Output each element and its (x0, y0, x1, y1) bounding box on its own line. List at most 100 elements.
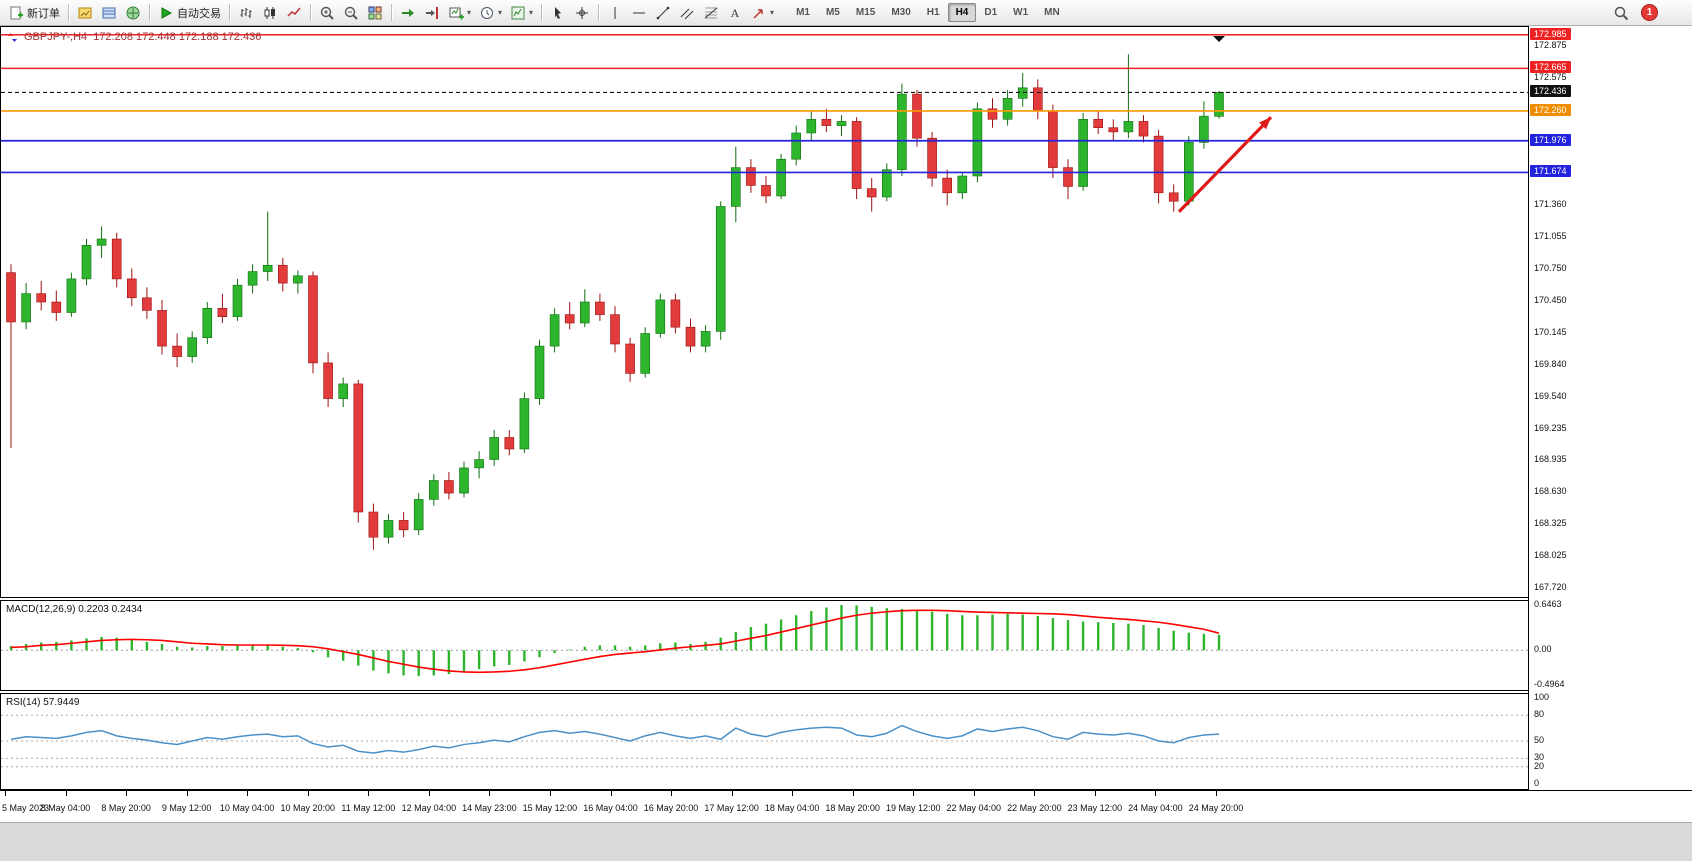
bar-chart-button[interactable] (234, 2, 258, 24)
timeframe-mn[interactable]: MN (1044, 7, 1060, 18)
time-label: 12 May 04:00 (401, 803, 457, 813)
market-watch-button[interactable] (73, 2, 97, 24)
fibonacci-button[interactable] (699, 2, 723, 24)
price-label: 168.025 (1534, 549, 1567, 560)
timeframe-m1[interactable]: M1 (796, 7, 810, 18)
vertical-line-button[interactable] (603, 2, 627, 24)
toolbar-separator (68, 4, 69, 21)
crosshair-button[interactable] (570, 2, 594, 24)
macd-canvas[interactable] (1, 601, 1528, 690)
auto-scroll-button[interactable] (396, 2, 420, 24)
candle (66, 278, 77, 313)
candle (1002, 98, 1013, 120)
price-badge: 172.665 (1530, 61, 1571, 74)
candle (262, 264, 273, 272)
notification-badge[interactable]: 1 (1641, 4, 1658, 21)
timeframe-w1[interactable]: W1 (1013, 7, 1029, 18)
toolbar-separator (391, 4, 392, 21)
trend-icon (656, 6, 670, 19)
time-label: 22 May 20:00 (1007, 803, 1062, 813)
time-tick (368, 791, 370, 796)
indicators-button[interactable]: ▾ (506, 2, 537, 24)
autotrading-button[interactable]: 自动交易 (154, 2, 225, 24)
candle (549, 314, 560, 347)
candle (1017, 87, 1028, 99)
price-axis-border (1528, 26, 1529, 790)
time-label: 9 May 12:00 (161, 803, 212, 813)
time-label: 10 May 20:00 (280, 803, 336, 813)
zoom-out-button[interactable] (339, 2, 363, 24)
new-order-button[interactable]: 新订单 (4, 2, 64, 24)
symbol-icon (8, 32, 17, 42)
trendline-button[interactable] (651, 2, 675, 24)
timeframe-h1[interactable]: H1 (926, 7, 940, 18)
time-axis[interactable]: 5 May 2023 8 May 04:00 8 May 20:00 9 May 12… (0, 790, 1692, 822)
candle (1168, 192, 1179, 202)
candle (383, 520, 394, 538)
rsi-canvas[interactable] (1, 694, 1528, 789)
timeframe-h4[interactable]: H4 (947, 3, 977, 22)
main-chart-panel[interactable]: GBPJPY-,H4 172.208 172.448 172.188 172.4… (0, 26, 1529, 598)
rsi-panel[interactable]: RSI(14) 57.9449 (0, 693, 1529, 790)
time-tick (186, 791, 188, 796)
price-label: 170.450 (1534, 294, 1567, 305)
candle (1078, 119, 1088, 187)
timeframe-m5[interactable]: M5 (825, 7, 840, 18)
cursor-button[interactable] (546, 2, 570, 24)
candle (836, 121, 847, 126)
trend-arrow[interactable] (1177, 116, 1273, 213)
chart-shift-button[interactable] (420, 2, 444, 24)
time-label: 15 May 12:00 (522, 803, 578, 813)
price-label: 169.235 (1534, 422, 1567, 433)
time-tick (1216, 791, 1217, 796)
equidistant-channel-button[interactable] (675, 2, 699, 24)
zoom-in-button[interactable] (315, 2, 339, 24)
text-button[interactable]: A (723, 2, 747, 24)
status-strip (0, 822, 1692, 861)
chart-title: GBPJPY-,H4 172.208 172.448 172.188 172.4… (7, 31, 261, 43)
toolbar: 新订单 自动交易 ▾ ▾ ▾ A ▾ M1 M5 M15 M30 H1 H4 D1 W1 MN 1 (0, 0, 1692, 26)
candle (1063, 167, 1073, 187)
candle (96, 238, 107, 246)
candle (897, 93, 907, 170)
profiles-button[interactable]: ▾ (475, 2, 506, 24)
arrows-button[interactable]: ▾ (747, 2, 778, 24)
price-label: 171.360 (1534, 199, 1567, 210)
time-tick (973, 791, 975, 796)
indicators-icon (511, 6, 525, 19)
line-chart-button[interactable] (282, 2, 306, 24)
macd-panel[interactable]: MACD(12,26,9) 0.2203 0.2434 (0, 600, 1529, 691)
timeframe-d1[interactable]: D1 (984, 7, 998, 18)
timeframe-m15[interactable]: M15 (855, 7, 876, 18)
candle (232, 284, 243, 318)
candle (881, 169, 892, 198)
tile-windows-button[interactable] (363, 2, 387, 24)
market-watch-icon (78, 7, 92, 18)
toolbar-separator (229, 4, 230, 21)
time-label: 17 May 12:00 (704, 803, 759, 813)
new-chart-button[interactable]: ▾ (444, 2, 475, 24)
price-label: 168.325 (1534, 518, 1567, 529)
candle (1138, 121, 1149, 137)
time-label: 18 May 04:00 (764, 803, 820, 813)
time-tick (5, 791, 6, 796)
time-tick (792, 791, 794, 796)
hlines-layer[interactable] (1, 34, 1528, 174)
search-icon[interactable] (1613, 5, 1629, 21)
candle (625, 343, 635, 374)
candle (1108, 127, 1119, 133)
main-chart-canvas[interactable] (1, 27, 1528, 597)
candle (127, 278, 137, 299)
time-label: 23 May 12:00 (1067, 803, 1123, 813)
price-badge: 172.985 (1530, 27, 1571, 40)
time-tick (1155, 791, 1157, 796)
candle-chart-button[interactable] (258, 2, 282, 24)
price-badge: 172.260 (1530, 103, 1571, 116)
horizontal-line-button[interactable] (627, 2, 651, 24)
doc-plus-icon (10, 6, 23, 19)
navigator-button[interactable] (121, 2, 145, 24)
timeframe-m30[interactable]: M30 (891, 7, 911, 18)
candle (21, 293, 31, 323)
data-window-button[interactable] (97, 2, 121, 24)
price-axis[interactable]: 172.875 172.575 171.360 171.055 170.750 170.4… (1529, 0, 1692, 822)
